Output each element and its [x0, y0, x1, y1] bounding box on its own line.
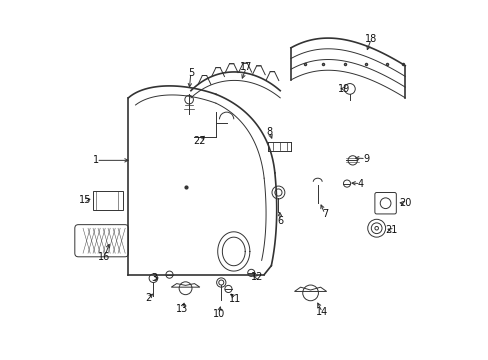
Text: 11: 11 — [229, 294, 241, 303]
Text: 16: 16 — [98, 252, 110, 262]
Text: 5: 5 — [187, 68, 194, 78]
Text: 3: 3 — [151, 273, 157, 283]
Text: 8: 8 — [266, 127, 272, 137]
Text: 17: 17 — [240, 63, 252, 72]
Text: 15: 15 — [79, 195, 92, 204]
Text: 18: 18 — [365, 34, 377, 44]
Text: 4: 4 — [357, 179, 363, 189]
Text: 10: 10 — [212, 309, 224, 319]
Text: 14: 14 — [316, 307, 328, 317]
Text: 7: 7 — [321, 209, 327, 219]
Text: 12: 12 — [250, 272, 263, 282]
Text: 9: 9 — [362, 154, 368, 163]
Text: 22: 22 — [193, 136, 205, 146]
Text: 21: 21 — [384, 225, 396, 235]
Text: 20: 20 — [398, 198, 410, 208]
Text: 2: 2 — [145, 293, 152, 303]
Text: 1: 1 — [93, 156, 99, 165]
Text: 6: 6 — [277, 216, 283, 226]
Bar — [93, 191, 123, 210]
Text: 19: 19 — [338, 84, 350, 94]
Text: 13: 13 — [176, 303, 188, 314]
